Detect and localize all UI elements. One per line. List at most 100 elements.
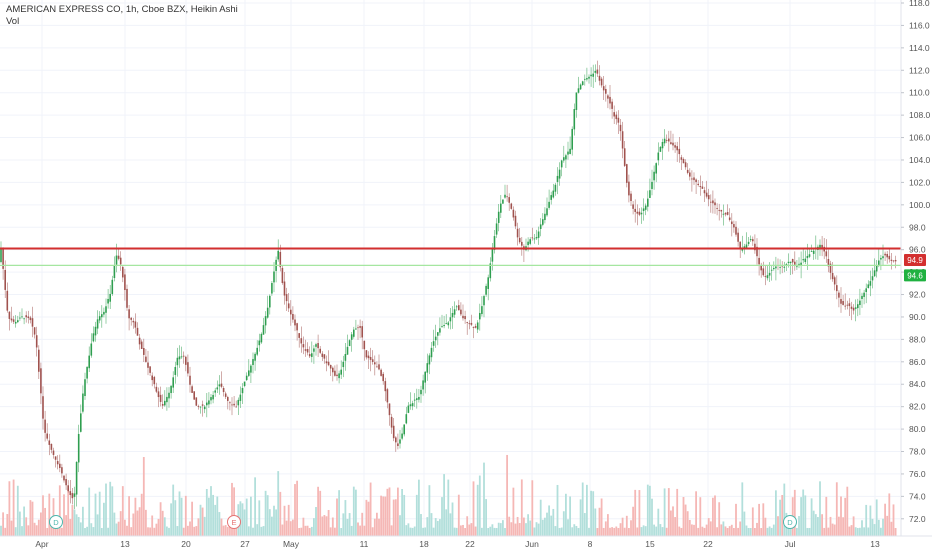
candle-body xyxy=(153,376,156,385)
volume-bar xyxy=(644,526,647,536)
candle-body xyxy=(149,366,151,373)
volume-bar xyxy=(831,523,834,536)
volume-bar xyxy=(92,527,95,536)
candle-body xyxy=(558,169,561,179)
volume-bar xyxy=(306,525,309,536)
volume-bar xyxy=(401,489,403,536)
volume-bar xyxy=(281,524,284,536)
volume-bar xyxy=(239,501,242,536)
y-tick-label: 110.0 xyxy=(909,88,930,98)
candle-body xyxy=(109,293,111,302)
volume-bar xyxy=(235,527,238,536)
candle-body xyxy=(699,186,702,188)
candle-body xyxy=(632,204,634,209)
candle-body xyxy=(124,274,126,291)
volume-bar xyxy=(594,508,597,536)
dividend-marker[interactable]: D xyxy=(49,515,63,529)
volume-indicator-label[interactable]: Vol xyxy=(6,16,20,27)
candle-body xyxy=(25,315,27,318)
volume-bar xyxy=(890,521,893,536)
candle-body xyxy=(243,381,246,387)
candle-body xyxy=(19,317,21,319)
volume-bar xyxy=(392,499,395,536)
volume-bar xyxy=(674,517,676,536)
volume-bar xyxy=(69,519,72,536)
time-axis[interactable]: Apr 13 20 27 May 11 18 22 Jun 8 15 22 Jul 13 xyxy=(35,539,880,549)
grid xyxy=(0,0,900,536)
volume-bar xyxy=(46,527,49,536)
volume-bar xyxy=(808,527,811,536)
candle-body xyxy=(850,306,853,309)
volume-bar xyxy=(892,504,895,536)
candle-body xyxy=(212,394,214,400)
candle-body xyxy=(833,277,836,285)
volume-bar xyxy=(873,524,876,536)
candle-body xyxy=(182,355,185,357)
volume-bar xyxy=(470,523,473,536)
earnings-marker[interactable]: E xyxy=(227,515,241,529)
volume-bar xyxy=(21,526,23,536)
volume-bar xyxy=(283,505,286,536)
volume-bar xyxy=(743,511,746,536)
volume-bar xyxy=(871,518,874,536)
candle-body xyxy=(804,258,807,263)
volume-bar xyxy=(693,524,695,536)
volume-bar xyxy=(27,525,30,536)
candle-body xyxy=(882,256,884,259)
volume-bar xyxy=(449,513,452,536)
candle-body xyxy=(388,403,391,416)
volume-bar xyxy=(638,490,641,536)
volume-bar xyxy=(569,496,571,536)
candle-body xyxy=(617,117,620,123)
candle-body xyxy=(424,371,426,383)
candle-body xyxy=(365,350,368,358)
volume-bar xyxy=(415,494,418,536)
volume-bar xyxy=(327,510,330,536)
candle-body xyxy=(168,392,170,399)
candle-body xyxy=(483,296,485,306)
candle-body xyxy=(468,323,471,325)
dividend-marker[interactable]: D xyxy=(783,515,797,529)
candle-body xyxy=(88,355,90,369)
y-tick-label: 80.0 xyxy=(909,424,926,434)
volume-bar xyxy=(562,511,565,536)
x-tick-label: 11 xyxy=(360,539,369,549)
volume-bar xyxy=(749,527,752,536)
candle-body xyxy=(762,268,765,276)
volume-bar xyxy=(199,504,202,536)
price-axis[interactable]: 118.0 116.0 114.0 112.0 110.0 108.0 106.0 104.0… xyxy=(901,0,931,524)
volume-bar xyxy=(29,500,32,536)
candle-body xyxy=(758,257,760,265)
candle-body xyxy=(327,361,330,366)
y-tick-label: 78.0 xyxy=(909,447,926,457)
volume-bar xyxy=(770,527,773,536)
volume-bar xyxy=(489,526,492,536)
volume-bar xyxy=(588,527,590,536)
candle-body xyxy=(220,383,223,387)
candle-body xyxy=(581,81,584,85)
candle-body xyxy=(672,142,674,146)
symbol-title[interactable]: AMERICAN EXPRESS CO, 1h, Cboe BZX, Heiki… xyxy=(6,4,238,15)
y-tick-label: 100.0 xyxy=(909,200,931,210)
candle-body xyxy=(579,84,582,90)
volume-bar xyxy=(342,513,345,536)
volume-bar xyxy=(321,516,324,536)
candle-body xyxy=(355,328,357,330)
candle-body xyxy=(529,239,531,244)
candle-body xyxy=(571,128,573,150)
volume-bar xyxy=(399,515,401,536)
candle-body xyxy=(155,386,158,392)
candle-body xyxy=(605,88,607,94)
candle-body xyxy=(634,208,636,212)
candle-body xyxy=(527,241,529,246)
candle-body xyxy=(665,140,668,141)
x-tick-label: Jun xyxy=(525,539,539,549)
volume-bar xyxy=(846,486,849,536)
volume-bar xyxy=(84,527,86,536)
candle-body xyxy=(586,78,588,80)
candle-body xyxy=(518,237,521,243)
candle-body xyxy=(285,294,288,302)
volume-bar xyxy=(10,520,13,536)
volume-bar xyxy=(149,527,151,536)
